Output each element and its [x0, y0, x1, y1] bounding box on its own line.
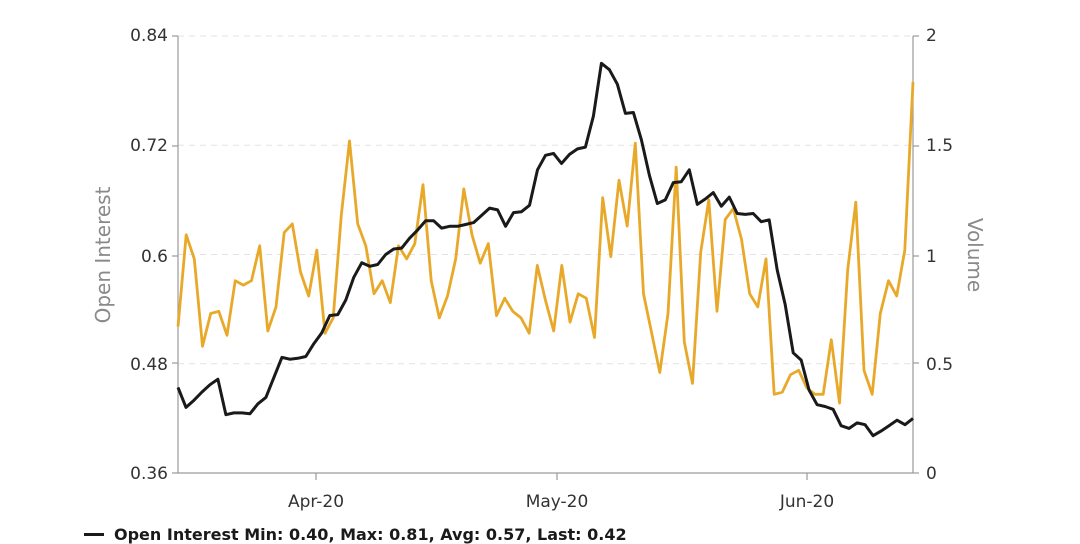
axes — [172, 35, 919, 480]
volume-line — [176, 81, 915, 405]
x-tick-label: May-20 — [526, 492, 589, 512]
y-left-tick-label: 0.72 — [130, 136, 168, 156]
y-left-tick-label: 0.36 — [130, 464, 168, 484]
x-tick-label: Apr-20 — [288, 492, 344, 512]
legend-open-interest-summary: Open Interest Min: 0.40, Max: 0.81, Avg:… — [114, 524, 627, 544]
left-axis-tick-labels: 0.84 0.72 0.6 0.48 0.36 — [130, 26, 168, 484]
y-right-tick-label: 1 — [926, 247, 937, 267]
y-left-tick-label: 0.6 — [141, 247, 168, 267]
y-right-tick-label: 2 — [926, 26, 937, 46]
legend: Open Interest Min: 0.40, Max: 0.81, Avg:… — [84, 524, 627, 544]
y-left-axis-title: Open Interest — [91, 186, 115, 323]
legend-line-swatch — [84, 532, 104, 536]
x-tick-label: Jun-20 — [779, 492, 834, 512]
series-lines — [176, 61, 915, 438]
y-right-tick-label: 0 — [926, 464, 937, 484]
y-right-tick-label: 0.5 — [926, 355, 953, 375]
right-axis-tick-labels: 2 1.5 1 0.5 0 — [926, 26, 953, 484]
y-right-tick-label: 1.5 — [926, 136, 953, 156]
y-left-tick-label: 0.48 — [130, 355, 168, 375]
y-right-axis-title: Volume — [963, 218, 987, 292]
open-interest-line — [176, 61, 914, 438]
y-left-tick-label: 0.84 — [130, 26, 168, 46]
gridlines — [178, 35, 913, 365]
x-axis-tick-labels: Apr-20 May-20 Jun-20 — [288, 492, 834, 512]
